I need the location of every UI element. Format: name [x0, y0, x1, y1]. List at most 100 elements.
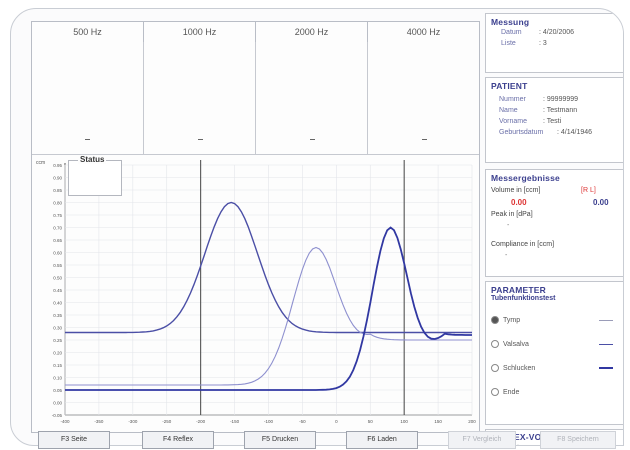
radio-ende[interactable]: Ende: [491, 380, 619, 404]
y-tick-label: 0.45: [53, 288, 62, 293]
peak-label: Peak in [dPa]: [491, 211, 533, 218]
x-tick-label: 150: [434, 419, 442, 424]
freq-header-4000: 4000 Hz: [406, 27, 441, 37]
status-box: [68, 160, 122, 196]
divider: [143, 42, 144, 154]
x-tick-label: 100: [400, 419, 408, 424]
freq-value-1000: [198, 139, 203, 140]
y-tick-label: 0.35: [53, 313, 62, 318]
x-tick-label: -200: [196, 419, 206, 424]
name-value: Testmann: [546, 107, 578, 114]
y-tick-label: 0.60: [53, 251, 62, 256]
x-tick-label: -350: [94, 419, 104, 424]
liste-label: Liste: [501, 40, 516, 47]
legend-line-tymp: [599, 319, 613, 321]
radio-label: Valsalva: [503, 340, 529, 348]
results-section: Messergebnisse Volume in [ccm] [R L] 0.00…: [485, 169, 623, 277]
patient-section: PATIENT Nummer: 99999999 Name: Testmann …: [485, 77, 623, 163]
tympanogram-chart: 0.95 0.90 0.85 0.80 0.75 0.70 0.65 0.60 0.55 0.50…: [36, 160, 476, 424]
y-tick-label: 0.30: [53, 326, 62, 331]
x-tick-label: -150: [230, 419, 240, 424]
freq-header-2000: 2000 Hz: [256, 22, 368, 42]
f7-vergleich-button[interactable]: F7 Vergleich: [448, 431, 516, 449]
freq-value-500: [85, 139, 90, 140]
volume-label: Volume in [ccm]: [491, 187, 541, 194]
volume-right: 0.00: [511, 198, 527, 207]
radio-label: Tymp: [503, 316, 521, 324]
name-label: Name: [499, 107, 518, 114]
x-tick-label: 50: [368, 419, 374, 424]
x-tick-label: -100: [264, 419, 274, 424]
radio-dot[interactable]: [491, 364, 499, 372]
radio-dot[interactable]: [491, 316, 499, 324]
parameter-subtitle: Tubenfunktionstest: [491, 295, 556, 302]
freq-header-1000: 1000 Hz: [144, 22, 256, 42]
y-tick-label: 0.40: [53, 301, 62, 306]
curve-tymp: [65, 246, 472, 386]
y-tick-label: 0.75: [53, 213, 62, 218]
y-tick-label: -0.05: [52, 413, 63, 418]
y-tick-label: 0.15: [53, 363, 62, 368]
messung-section: Messung Datum: 4/20/2006 Liste: 3: [485, 13, 623, 73]
divider: [255, 42, 256, 154]
y-tick-label: 0.20: [53, 351, 62, 356]
freq-header-500: 500 Hz: [32, 22, 144, 42]
radio-dot[interactable]: [491, 388, 499, 396]
measurement-panel: 500 Hz 1000 Hz 2000 Hz 4000 Hz 0.95 0.90 0…: [31, 21, 480, 433]
y-tick-label: 0.80: [53, 201, 62, 206]
divider: [367, 42, 368, 154]
x-tick-label: -400: [60, 419, 70, 424]
messung-title: Messung: [491, 17, 530, 27]
peak-value: -: [507, 222, 510, 229]
radio-schlucken[interactable]: Schlucken: [491, 356, 619, 380]
radio-valsalva[interactable]: Valsalva: [491, 332, 619, 356]
main-window: 500 Hz 1000 Hz 2000 Hz 4000 Hz 0.95 0.90 0…: [10, 8, 624, 446]
x-tick-label: 0: [335, 419, 338, 424]
y-unit-label: ccm: [36, 160, 45, 166]
side-panel: Messung Datum: 4/20/2006 Liste: 3 PATIEN…: [485, 13, 623, 445]
radio-dot[interactable]: [491, 340, 499, 348]
function-key-bar: F3 Seite F4 Reflex F5 Drucken F6 Laden F…: [0, 428, 630, 450]
y-tick-label: 0.00: [53, 401, 62, 406]
geburtsdatum-value: 4/14/1946: [560, 129, 593, 136]
nummer-label: Nummer: [499, 96, 526, 103]
f4-reflex-button[interactable]: F4 Reflex: [142, 431, 214, 449]
vorname-value: Testi: [546, 118, 562, 125]
liste-value: 3: [542, 40, 547, 47]
legend-line-schlucken: [599, 367, 613, 369]
f3-seite-button[interactable]: F3 Seite: [38, 431, 110, 449]
radio-label: Schlucken: [503, 364, 536, 372]
x-tick-label: -300: [128, 419, 138, 424]
radio-label: Ende: [503, 388, 520, 396]
y-tick-label: 0.50: [53, 276, 62, 281]
volume-left: 0.00: [593, 198, 609, 207]
datum-label: Datum: [501, 29, 522, 36]
geburtsdatum-label: Geburtsdatum: [499, 129, 544, 136]
parameter-title: PARAMETER: [491, 285, 547, 295]
f6-laden-button[interactable]: F6 Laden: [346, 431, 418, 449]
results-title: Messergebnisse: [491, 173, 560, 183]
f5-drucken-button[interactable]: F5 Drucken: [244, 431, 316, 449]
y-tick-label: 0.10: [53, 376, 62, 381]
y-tick-label: 0.85: [53, 188, 62, 193]
y-tick-label: 0.25: [53, 338, 62, 343]
status-label: Status: [78, 155, 107, 164]
freq-value-4000: [422, 139, 427, 140]
y-tick-label: 0.55: [53, 263, 62, 268]
freq-value-2000: [310, 139, 315, 140]
f8-speichern-button[interactable]: F8 Speichern: [540, 431, 616, 449]
radio-tymp[interactable]: Tymp: [491, 308, 619, 332]
datum-value: 4/20/2006: [542, 29, 575, 36]
x-tick-label: 200: [468, 419, 476, 424]
compliance-value: -: [505, 252, 508, 259]
patient-title: PATIENT: [491, 81, 528, 91]
y-tick-label: 0.70: [53, 226, 62, 231]
legend-line-valsalva: [599, 343, 613, 345]
curve-schlucken: [65, 226, 472, 391]
y-tick-label: 0.05: [53, 388, 62, 393]
x-tick-label: -250: [162, 419, 172, 424]
reflex-frequency-row: [32, 42, 479, 155]
vorname-label: Vorname: [499, 118, 528, 125]
curve-valsalva: [65, 201, 472, 334]
compliance-label: Compliance in [ccm]: [491, 241, 555, 248]
